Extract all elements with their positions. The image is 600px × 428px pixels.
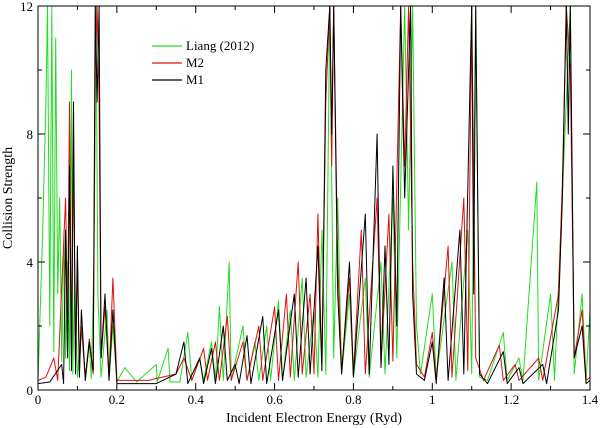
ticks-layer (37, 5, 591, 391)
series-line-m1 (38, 6, 590, 385)
y-axis-label: Collision Strength (1, 147, 16, 249)
legend: Liang (2012) M2 M1 (152, 38, 254, 87)
y-tick-label: 12 (20, 0, 33, 14)
x-tick-label: 0.6 (266, 392, 283, 407)
y-tick-label: 8 (27, 127, 34, 142)
series-layer (38, 6, 590, 385)
tick-labels-layer: 0 0.2 0.4 0.6 0.8 1 1.2 1.4 0 4 8 12 (20, 0, 599, 407)
plot-frame (37, 5, 591, 391)
x-tick-label: 0.4 (188, 392, 205, 407)
x-tick-label: 1 (429, 392, 436, 407)
series-line-liang-2012 (38, 6, 590, 383)
legend-label-m2: M2 (186, 55, 204, 70)
x-tick-label: 1.2 (503, 392, 519, 407)
x-tick-label: 0.8 (345, 392, 361, 407)
y-tick-label: 4 (27, 255, 34, 270)
x-tick-label: 1.4 (582, 392, 599, 407)
legend-label-m1: M1 (186, 72, 204, 87)
series-line-m2 (38, 6, 590, 381)
x-axis-label: Incident Electron Energy (Ryd) (226, 411, 402, 426)
y-tick-label: 0 (27, 383, 34, 398)
x-tick-label: 0.2 (109, 392, 125, 407)
x-tick-label: 0 (35, 392, 42, 407)
legend-label-liang: Liang (2012) (186, 38, 254, 53)
